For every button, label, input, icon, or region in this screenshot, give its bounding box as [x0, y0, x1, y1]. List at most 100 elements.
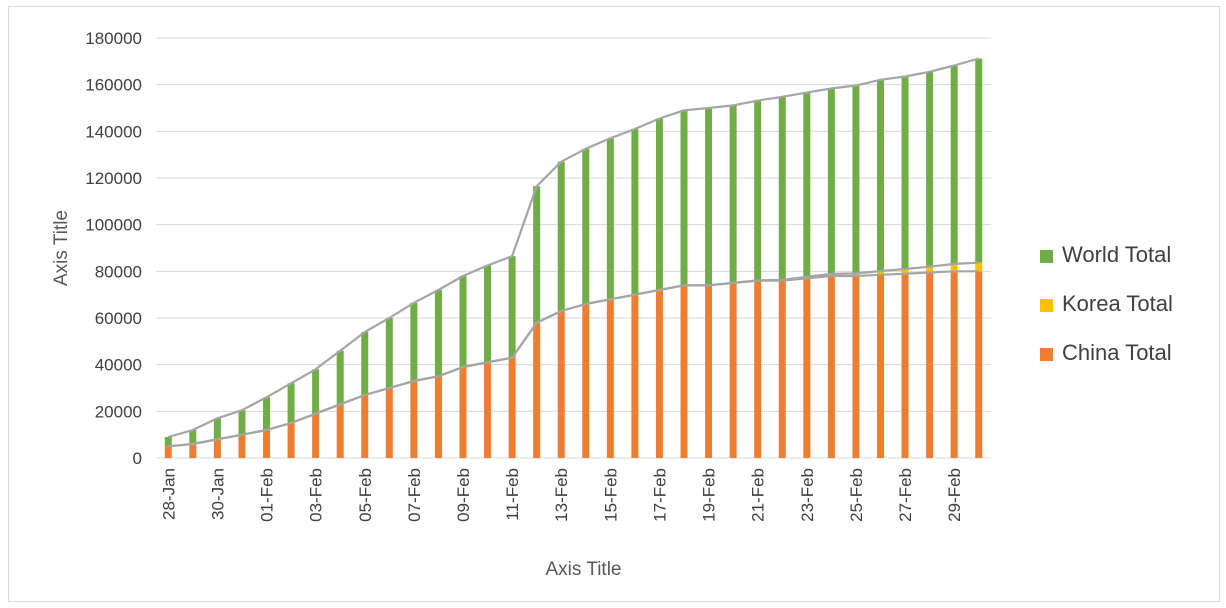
bar-world-total [901, 76, 909, 269]
bar-china-total [164, 446, 172, 458]
bar-world-total [754, 100, 762, 281]
bar-china-total [484, 362, 492, 458]
bar-china-total [876, 274, 884, 458]
bar-world-total [852, 85, 860, 274]
y-tick-label: 120000 [85, 169, 142, 188]
bar-china-total [827, 276, 835, 458]
bar-china-total [385, 388, 393, 458]
bar-world-total [213, 418, 221, 440]
bar-world-total [705, 108, 713, 286]
bar-world-total [557, 161, 565, 311]
bar-china-total [189, 444, 197, 458]
bar-china-total [950, 271, 958, 458]
bar-world-total [778, 96, 786, 280]
y-tick-label: 180000 [85, 29, 142, 48]
bar-china-total [606, 299, 614, 458]
x-tick-label: 11-Feb [503, 468, 522, 521]
bar-world-total [484, 265, 492, 363]
bar-china-total [336, 404, 344, 458]
bar-china-total [533, 322, 541, 458]
gridlines [156, 37, 991, 459]
bar-world-total [410, 302, 418, 381]
bars [164, 58, 983, 458]
bar-china-total [238, 434, 246, 458]
x-tick-label: 01-Feb [258, 468, 277, 522]
bar-world-total [533, 186, 541, 323]
bar-world-total [582, 148, 590, 304]
bar-china-total [705, 285, 713, 458]
series-lines [167, 57, 980, 448]
bar-world-total [950, 65, 958, 264]
bar-china-total [508, 357, 516, 458]
x-tick-label: 09-Feb [454, 468, 473, 522]
bar-world-total [385, 318, 393, 388]
line-world-total [167, 57, 980, 439]
bar-world-total [926, 71, 934, 267]
x-tick-label: 15-Feb [601, 468, 620, 522]
bar-china-total [901, 273, 909, 458]
bar-china-total [213, 439, 221, 458]
bar-world-total [803, 92, 811, 277]
bar-china-total [754, 280, 762, 458]
x-tick-label: 05-Feb [356, 468, 375, 522]
x-tick-label: 30-Jan [208, 468, 227, 520]
bar-china-total [287, 423, 295, 458]
y-tick-label: 160000 [85, 76, 142, 95]
bar-world-total [655, 118, 663, 290]
x-tick-label: 25-Feb [847, 468, 866, 522]
bar-world-total [287, 383, 295, 423]
y-tick-label: 40000 [95, 356, 142, 375]
bar-china-total [557, 311, 565, 458]
x-tick-label: 23-Feb [798, 468, 817, 522]
bar-world-total [508, 256, 516, 358]
bar-world-total [238, 410, 246, 435]
y-tick-label: 60000 [95, 309, 142, 328]
x-tick-label: 17-Feb [650, 468, 669, 522]
bar-world-total [827, 88, 835, 274]
chart-frame: 0 20000 40000 60000 80000 100000 120000 140000 1… [8, 6, 1220, 602]
y-axis-title: Axis Title [51, 210, 72, 286]
legend: World Total Korea Total China Total [1040, 242, 1173, 365]
bar-china-total [975, 271, 983, 458]
bar-world-total [459, 276, 467, 367]
bar-china-total [312, 413, 320, 458]
bar-korea-total [950, 263, 958, 272]
bar-china-total [631, 294, 639, 458]
bar-korea-total [926, 266, 934, 273]
bar-china-total [852, 276, 860, 458]
bar-world-total [680, 110, 688, 286]
bar-china-total [729, 283, 737, 458]
bar-china-total [434, 376, 442, 458]
y-tick-label: 20000 [95, 402, 142, 421]
stacked-bar-chart: 0 20000 40000 60000 80000 100000 120000 140000 1… [51, 29, 1173, 580]
bar-world-total [975, 58, 983, 263]
x-tick-label: 29-Feb [945, 468, 964, 522]
bar-korea-total [901, 269, 909, 274]
x-tick-label: 27-Feb [896, 468, 915, 522]
bar-world-total [606, 138, 614, 300]
bar-world-total [336, 350, 344, 405]
bar-korea-total [852, 273, 860, 276]
line-korea-total [168, 261, 979, 448]
x-tick-label: 13-Feb [552, 468, 571, 522]
x-tick-label: 19-Feb [700, 468, 719, 522]
bar-world-total [164, 437, 172, 447]
bar-china-total [926, 272, 934, 458]
x-tick-label: 03-Feb [307, 468, 326, 522]
bar-china-total [459, 367, 467, 458]
bar-world-total [312, 369, 320, 414]
bar-china-total [410, 381, 418, 458]
x-tick-label: 07-Feb [405, 468, 424, 522]
bar-korea-total [975, 262, 983, 272]
bar-world-total [729, 105, 737, 283]
bar-world-total [189, 430, 197, 444]
bar-china-total [680, 285, 688, 458]
legend-swatch [1040, 348, 1053, 361]
y-tick-label: 140000 [85, 122, 142, 141]
y-tick-labels: 0 20000 40000 60000 80000 100000 120000 140000 1… [85, 29, 142, 468]
bar-china-total [778, 280, 786, 458]
legend-swatch [1040, 250, 1053, 263]
bar-world-total [631, 129, 639, 295]
x-tick-label: 21-Feb [749, 468, 768, 522]
x-axis-title: Axis Title [545, 559, 621, 580]
